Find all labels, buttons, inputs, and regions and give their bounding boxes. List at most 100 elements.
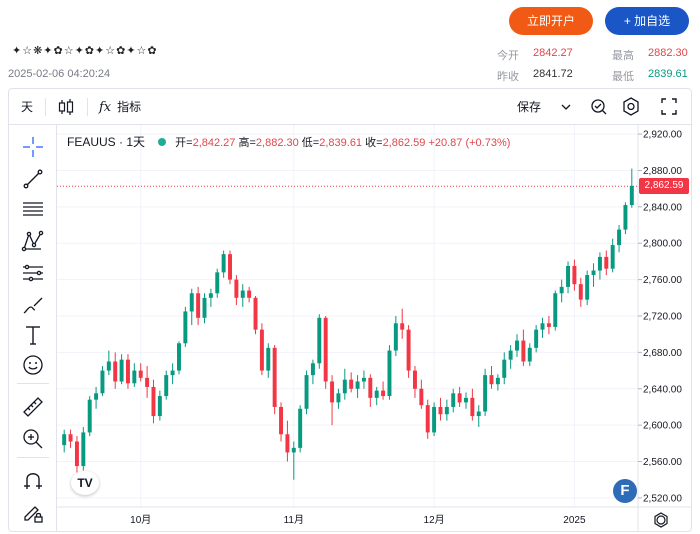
candle-body [393,323,398,351]
candle-body [215,272,220,294]
zoom-in-icon[interactable] [21,427,45,451]
candle-body [381,390,386,397]
candle-body [553,293,558,327]
price-tick-label: 2,760.00 [643,275,682,286]
legend-change: +20.87 (+0.73%) [428,137,511,149]
time-axis-settings-icon [654,512,668,528]
candle-body [272,347,277,407]
indicators-button[interactable]: fx 指标 [99,89,163,125]
candle-body [74,441,79,467]
legend-close-value: 2,862.59 [382,137,426,149]
candle-body [412,370,417,389]
fib-icon[interactable] [21,197,45,221]
text-icon[interactable] [21,323,45,347]
legend-low-value: 2,839.61 [319,137,363,149]
add-watchlist-button[interactable]: + 加自选 [605,7,689,35]
emoji-icon[interactable] [21,353,45,377]
candle-body [259,329,264,371]
candle-body [125,359,130,384]
candle-body [425,405,430,433]
candle-body [572,265,577,285]
legend-high-label: 高= [238,137,256,149]
drawing-toolbar [9,125,57,531]
price-tick-label: 2,840.00 [643,202,682,213]
legend-symbol[interactable]: FEAUUS · 1天 [67,135,146,149]
price-tick-label: 2,720.00 [643,312,682,323]
settings-icon[interactable] [621,89,641,125]
chart-toolbar: 天 fx 指标 保存 [9,89,691,125]
candle-body [68,434,73,442]
pattern-icon[interactable] [21,229,45,253]
time-tick-label: 11月 [284,514,304,526]
magnet-icon[interactable] [21,469,45,493]
candle-body [183,311,188,344]
candle-body [476,411,481,417]
ruler-icon[interactable] [21,395,45,419]
candle-body [228,254,232,280]
candle-body [438,406,443,415]
price-tick-label: 2,800.00 [643,239,682,250]
candle-body [470,397,475,417]
candle-body [106,361,111,371]
candle-body [298,408,303,448]
candle-body [515,340,519,351]
candle-body [317,317,322,364]
open-account-button[interactable]: 立即开户 [509,7,593,35]
candle-body [419,388,424,406]
stat-low-value: 2839.61 [648,68,688,80]
stat-high-value: 2882.30 [648,47,688,59]
price-tick-label: 2,680.00 [643,348,682,359]
candles-icon[interactable] [57,89,77,125]
quote-timestamp: 2025-02-06 04:20:24 [8,68,111,80]
candle-body [234,279,239,298]
candle-body [604,256,609,269]
candles-series [62,168,634,480]
time-tick-label: 12月 [424,514,445,526]
candle-body [113,361,118,382]
chart-legend: FEAUUS · 1天 开=2,842.27 高=2,882.30 低=2,83… [67,133,510,150]
save-label: 保存 [517,100,542,114]
chevron-down-icon [561,104,571,110]
candle-body [132,370,137,384]
trendline-icon[interactable] [21,167,45,191]
candle-body [617,229,622,246]
stat-high-label: 最高 [612,50,634,62]
interval-button[interactable]: 天 [21,100,34,114]
candle-body [330,381,335,403]
candle-body [170,370,175,376]
candle-body [62,434,67,446]
time-tick-label: 10月 [130,514,151,526]
crosshair-icon[interactable] [21,135,45,159]
candle-body [495,377,500,385]
toolbar-divider [45,98,46,116]
candle-body [521,340,526,362]
candle-body [279,406,284,435]
stat-high: 最高 2882.30 [612,47,688,63]
candle-body [342,379,347,394]
candle-body [336,393,341,403]
candle-body [457,393,462,403]
tradingview-logo[interactable]: TV [71,471,99,495]
lock-pencil-icon[interactable] [21,501,45,525]
legend-open-label: 开= [175,137,193,149]
candle-body [546,323,551,327]
candle-body [138,370,143,378]
quote-header: ✦☆❋✦✿☆✦✿✦☆✿✦☆✿ 2025-02-06 04:20:24 立即开户 … [0,0,700,88]
candle-body [527,347,532,362]
legend-high-value: 2,882.30 [255,137,299,149]
legend-close-label: 收= [365,137,383,149]
broker-badge-icon[interactable]: F [613,479,637,503]
candle-body [629,185,634,206]
brush-icon[interactable] [21,293,45,317]
stat-prev-close-label: 昨收 [497,71,519,83]
candle-body [94,393,99,400]
price-chart[interactable]: 2,920.00 2,880.00 2,840.00 2,800.00 2,760.00… [9,89,692,532]
save-button[interactable]: 保存 [517,89,573,125]
chart-widget: 天 fx 指标 保存 [8,88,692,532]
projection-icon[interactable] [21,261,45,285]
camera-icon[interactable] [589,89,609,125]
fullscreen-icon[interactable] [659,89,679,125]
legend-low-label: 低= [301,137,320,149]
last-price-label: 2,862.59 [639,178,689,195]
candle-body [406,329,411,371]
